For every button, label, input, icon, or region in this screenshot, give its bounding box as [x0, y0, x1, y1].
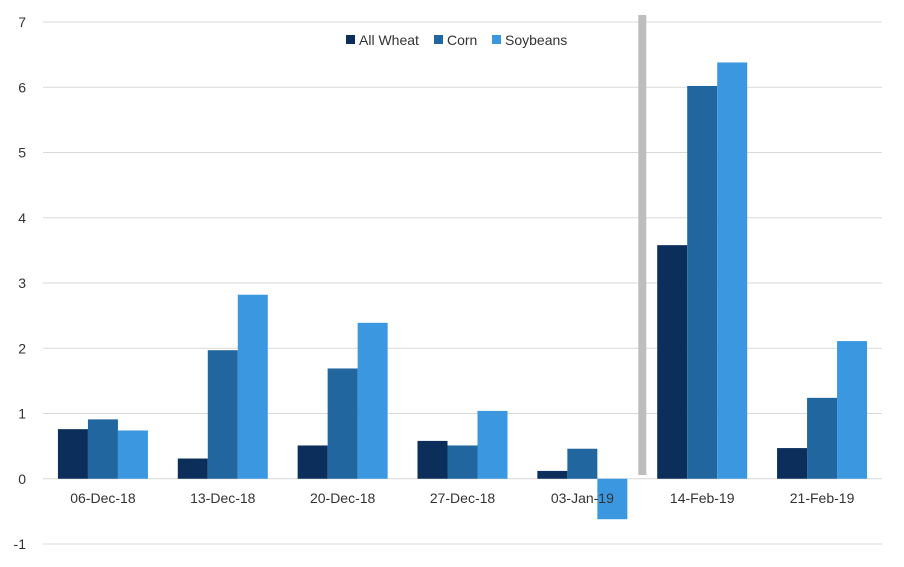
- bar: [537, 470, 568, 479]
- y-tick-label: 0: [18, 471, 26, 487]
- x-axis: 06-Dec-18 13-Dec-18 20-Dec-18 27-Dec-18 03-J…: [70, 490, 854, 506]
- bar: [417, 440, 448, 479]
- bar: [687, 85, 718, 479]
- bar: [57, 429, 88, 479]
- y-tick-label: 6: [18, 79, 26, 95]
- y-tick-label: 3: [18, 275, 26, 291]
- y-tick-label: 2: [18, 340, 26, 356]
- y-tick-label: 4: [18, 210, 26, 226]
- legend-swatch: [346, 35, 355, 44]
- y-tick-label: 5: [18, 145, 26, 161]
- bar: [237, 294, 268, 479]
- bar: [777, 448, 808, 479]
- bar: [87, 419, 118, 479]
- legend-swatch: [492, 35, 501, 44]
- separator-line: [638, 15, 647, 475]
- x-tick-label: 14-Feb-19: [670, 490, 735, 506]
- bar: [177, 458, 208, 479]
- legend-swatch: [434, 35, 443, 44]
- bar: [327, 368, 358, 479]
- bar: [357, 322, 388, 479]
- bar: [837, 341, 868, 479]
- y-axis: -1 0 1 2 3 4 5 6 7: [14, 14, 27, 552]
- bar: [597, 478, 628, 520]
- bar: [117, 430, 148, 479]
- bar: [807, 397, 838, 479]
- bar: [447, 445, 478, 479]
- x-tick-label: 21-Feb-19: [790, 490, 855, 506]
- x-tick-label: 20-Dec-18: [310, 490, 376, 506]
- legend-label: All Wheat: [359, 32, 419, 48]
- bar: [477, 410, 508, 479]
- bar: [297, 445, 328, 479]
- x-tick-label: 27-Dec-18: [430, 490, 496, 506]
- bars: [57, 62, 868, 520]
- y-tick-label: -1: [14, 536, 27, 552]
- bar: [567, 448, 598, 479]
- bar: [207, 350, 238, 479]
- legend-label: Corn: [447, 32, 477, 48]
- bar: [717, 62, 748, 479]
- y-tick-label: 7: [18, 14, 26, 30]
- x-tick-label: 13-Dec-18: [190, 490, 256, 506]
- legend-label: Soybeans: [505, 32, 567, 48]
- period-separator: [638, 15, 647, 475]
- legend: All Wheat Corn Soybeans: [346, 32, 567, 48]
- x-tick-label: 03-Jan-19: [551, 490, 614, 506]
- bar: [657, 245, 688, 479]
- x-tick-label: 06-Dec-18: [70, 490, 136, 506]
- y-tick-label: 1: [18, 406, 26, 422]
